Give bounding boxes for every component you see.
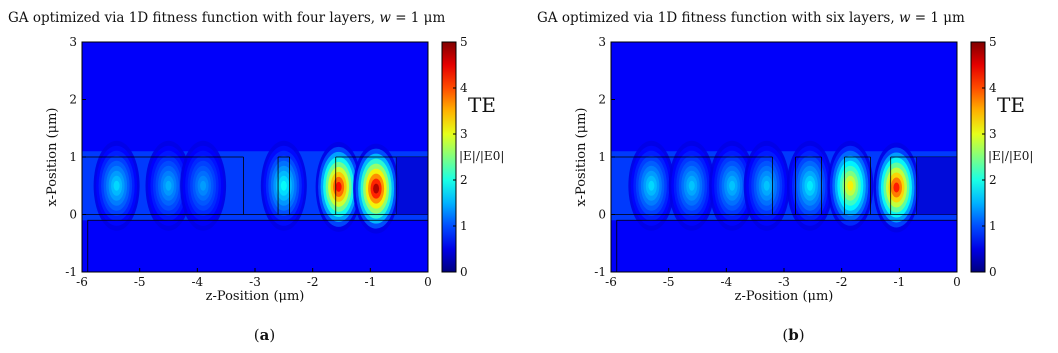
mode-label: TE [997,93,1025,117]
colorbar [970,41,986,273]
y-tick-label: 0 [69,208,77,222]
output-region [396,157,428,215]
plot-title: GA optimized via 1D fitness function wit… [537,10,965,26]
x-tick-label: -2 [836,275,848,289]
panel-letter: b [788,326,799,344]
panel-b: GA optimized via 1D fitness function wit… [529,0,1058,353]
x-axis-label: z-Position (μm) [735,289,834,304]
field-peak-contour [280,180,287,191]
x-tick-label: -3 [778,275,790,289]
output-region [916,157,957,215]
panel-caption: (b) [782,326,805,344]
y-tick-label: -1 [65,265,77,279]
field-peak-contour [648,180,655,191]
plot-title: GA optimized via 1D fitness function wit… [8,10,445,26]
x-tick-label: 0 [953,275,961,289]
y-tick-label: 2 [598,93,606,107]
title-suffix: = 1 μm [910,10,965,26]
field-peak-contour [113,180,120,191]
colorbar [441,41,457,273]
substrate-outline [616,219,957,272]
substrate-outline [87,219,428,272]
y-tick-label: 3 [69,35,77,49]
colorbar-tick-label: 0 [460,265,468,279]
field-peak-contour [763,180,770,191]
title-var: w [898,10,911,26]
x-tick-label: -6 [76,275,88,289]
y-tick-label: 2 [69,93,77,107]
x-tick-label: -2 [307,275,319,289]
heatmap-figure: -6 -5 -4 -3 -2 -1 0 -1 0 1 2 3 z-Position (μm) x-Posi… [574,35,1033,304]
x-axis-label: z-Position (μm) [206,289,305,304]
y-axis-label: x-Position (μm) [574,107,589,206]
colorbar-tick-label: 3 [989,127,997,141]
x-tick-label: -1 [893,275,905,289]
field-peak-contour [200,180,207,191]
heatmap-figure: -6 -5 -4 -3 -2 -1 0 -1 0 1 2 3 z-Position (μm) x-Posi… [45,35,504,304]
field-peak-contour [335,181,342,192]
x-tick-label: -6 [605,275,617,289]
field-peak-contour [165,180,172,191]
y-tick-label: 3 [598,35,606,49]
x-tick-label: -4 [191,275,203,289]
colorbar-tick-label: 1 [460,219,468,233]
colorbar-label: |E|/|E0| [988,149,1033,163]
title-prefix: GA optimized via 1D fitness function wit… [8,10,380,26]
field-peak-contour [806,180,813,191]
colorbar-tick-label: 1 [989,219,997,233]
field-peak-contour [847,180,854,191]
y-tick-label: 1 [598,150,606,164]
field-peak-contour [688,180,695,191]
title-suffix: = 1 μm [390,10,446,26]
x-tick-label: 0 [424,275,432,289]
colorbar-tick-label: 4 [460,81,468,95]
colorbar-tick-label: 5 [460,35,468,49]
colorbar-tick-label: 5 [989,35,997,49]
colorbar-tick-label: 2 [460,173,468,187]
colorbar-tick-label: 3 [460,127,468,141]
x-tick-label: -4 [720,275,732,289]
y-tick-label: 0 [598,208,606,222]
field-peak-contour [373,183,380,194]
x-tick-label: -5 [663,275,675,289]
field-peak-contour [729,180,736,191]
x-tick-label: -3 [249,275,261,289]
y-axis-label: x-Position (μm) [45,107,60,206]
colorbar-tick-label: 2 [989,173,997,187]
x-tick-label: -1 [364,275,376,289]
y-tick-label: -1 [594,265,606,279]
colorbar-label: |E|/|E0| [459,149,504,163]
y-tick-label: 1 [69,150,77,164]
mode-label: TE [468,93,496,117]
field-peak-contour [893,182,900,193]
panel-a: GA optimized via 1D fitness function wit… [8,10,504,344]
panel-caption: (a) [253,326,276,344]
x-tick-label: -5 [134,275,146,289]
title-var: w [379,10,391,26]
title-prefix: GA optimized via 1D fitness function wit… [537,10,899,26]
panel-letter: a [259,326,270,344]
colorbar-tick-label: 0 [989,265,997,279]
colorbar-tick-label: 4 [989,81,997,95]
